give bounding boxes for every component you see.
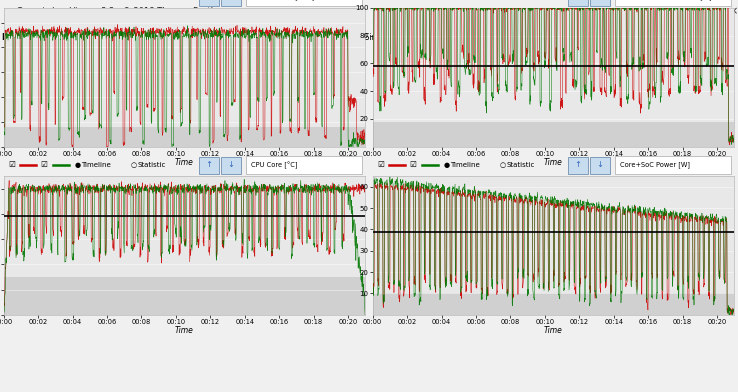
FancyBboxPatch shape — [615, 0, 731, 6]
Text: ☑: ☑ — [8, 0, 15, 1]
Text: ↑: ↑ — [534, 33, 542, 43]
Text: Core+SoC Power [W]: Core+SoC Power [W] — [621, 162, 691, 168]
Text: ○: ○ — [499, 162, 506, 168]
Text: Change all: Change all — [468, 33, 514, 42]
X-axis label: Time: Time — [175, 158, 194, 167]
Text: ☑: ☑ — [40, 0, 46, 1]
Text: ☑: ☑ — [409, 160, 415, 169]
Text: ■ Generic Log Viewer 3.2 - © 2018 Thomas Barth: ■ Generic Log Viewer 3.2 - © 2018 Thomas… — [6, 7, 216, 16]
Text: ↑: ↑ — [205, 0, 213, 1]
Text: ↑: ↑ — [574, 160, 582, 169]
Text: ☑: ☑ — [40, 160, 46, 169]
Bar — [4, 127, 365, 147]
FancyBboxPatch shape — [199, 157, 219, 174]
Text: ●: ● — [75, 162, 80, 168]
Text: ↑: ↑ — [574, 0, 582, 1]
Text: ○: ○ — [131, 162, 137, 168]
Text: ☑ Two columns: ☑ Two columns — [131, 33, 189, 42]
Text: ↓: ↓ — [227, 0, 234, 1]
Text: ×: × — [729, 7, 738, 17]
Text: ↑: ↑ — [205, 160, 213, 169]
Text: Timeline: Timeline — [450, 162, 480, 168]
Text: ☑: ☑ — [8, 160, 15, 169]
Text: ○1 ●2 ○3: ○1 ●2 ○3 — [264, 34, 300, 41]
Text: Timeline: Timeline — [81, 162, 111, 168]
Text: ↓: ↓ — [227, 160, 234, 169]
Text: □ Show files: □ Show files — [295, 33, 343, 42]
X-axis label: Time: Time — [544, 326, 563, 335]
Text: ↓: ↓ — [596, 0, 603, 1]
X-axis label: Time: Time — [175, 326, 194, 335]
Text: Number of diagrams: Number of diagrams — [2, 33, 91, 42]
Bar — [373, 294, 734, 315]
Text: ○1 ●2 ○3 ○4 ○5 ○6: ○1 ●2 ○3 ○4 ○5 ○6 — [82, 34, 156, 41]
Text: ↓: ↓ — [596, 160, 603, 169]
Text: Statistic: Statistic — [506, 162, 535, 168]
Text: □: □ — [717, 7, 726, 17]
Bar — [4, 277, 365, 315]
FancyBboxPatch shape — [246, 156, 362, 174]
FancyBboxPatch shape — [590, 0, 610, 6]
Text: Statistic: Statistic — [137, 162, 166, 168]
FancyBboxPatch shape — [615, 156, 731, 174]
Text: ☑: ☑ — [409, 0, 415, 1]
Text: □ Simple: □ Simple — [355, 33, 390, 42]
FancyBboxPatch shape — [420, 26, 444, 49]
Text: ☑: ☑ — [377, 160, 384, 169]
FancyBboxPatch shape — [568, 0, 588, 6]
FancyBboxPatch shape — [568, 157, 588, 174]
FancyBboxPatch shape — [530, 26, 547, 49]
Text: —: — — [703, 7, 714, 17]
FancyBboxPatch shape — [246, 0, 362, 6]
Text: CPU Core [°C]: CPU Core [°C] — [252, 161, 298, 169]
FancyBboxPatch shape — [550, 26, 567, 49]
X-axis label: Time: Time — [544, 158, 563, 167]
Text: ☑: ☑ — [377, 0, 384, 1]
Text: ●: ● — [444, 162, 449, 168]
FancyBboxPatch shape — [199, 0, 219, 6]
FancyBboxPatch shape — [590, 157, 610, 174]
FancyBboxPatch shape — [221, 0, 241, 6]
FancyBboxPatch shape — [221, 157, 241, 174]
Text: Number of files: Number of files — [210, 33, 277, 42]
Bar — [373, 122, 734, 147]
FancyBboxPatch shape — [393, 26, 417, 49]
Text: ↓: ↓ — [554, 33, 562, 43]
